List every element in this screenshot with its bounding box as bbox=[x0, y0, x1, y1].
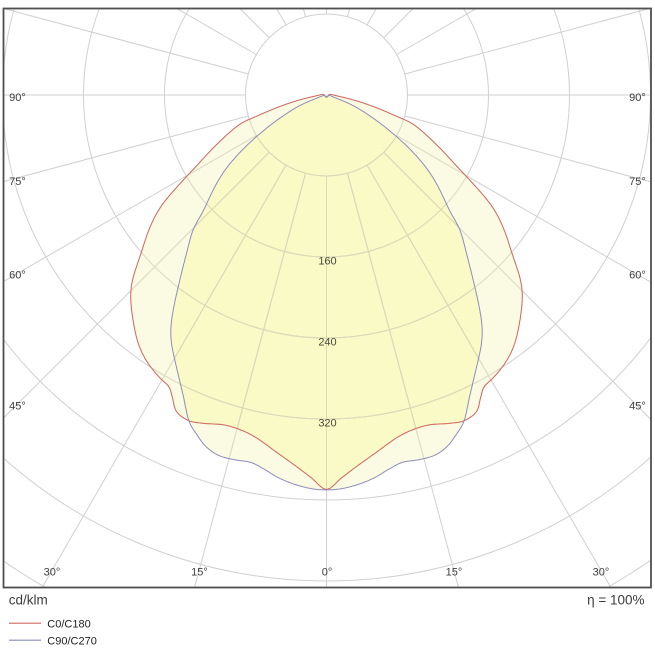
svg-text:320: 320 bbox=[318, 418, 336, 430]
svg-text:90°: 90° bbox=[629, 92, 646, 104]
svg-text:cd/klm: cd/klm bbox=[9, 593, 48, 608]
svg-text:15°: 15° bbox=[191, 567, 208, 579]
svg-text:75°: 75° bbox=[9, 176, 26, 188]
svg-text:45°: 45° bbox=[9, 401, 26, 413]
svg-text:45°: 45° bbox=[629, 401, 646, 413]
svg-text:η = 100%: η = 100% bbox=[587, 593, 644, 608]
svg-text:60°: 60° bbox=[9, 270, 26, 282]
svg-text:C90/C270: C90/C270 bbox=[47, 636, 97, 648]
svg-text:0°: 0° bbox=[322, 567, 333, 579]
svg-text:30°: 30° bbox=[44, 567, 61, 579]
svg-text:15°: 15° bbox=[446, 567, 463, 579]
svg-text:240: 240 bbox=[318, 337, 336, 349]
svg-text:160: 160 bbox=[318, 256, 336, 268]
svg-text:90°: 90° bbox=[9, 92, 26, 104]
svg-text:75°: 75° bbox=[629, 176, 646, 188]
svg-text:60°: 60° bbox=[629, 270, 646, 282]
svg-text:30°: 30° bbox=[593, 567, 610, 579]
svg-text:C0/C180: C0/C180 bbox=[47, 619, 90, 631]
